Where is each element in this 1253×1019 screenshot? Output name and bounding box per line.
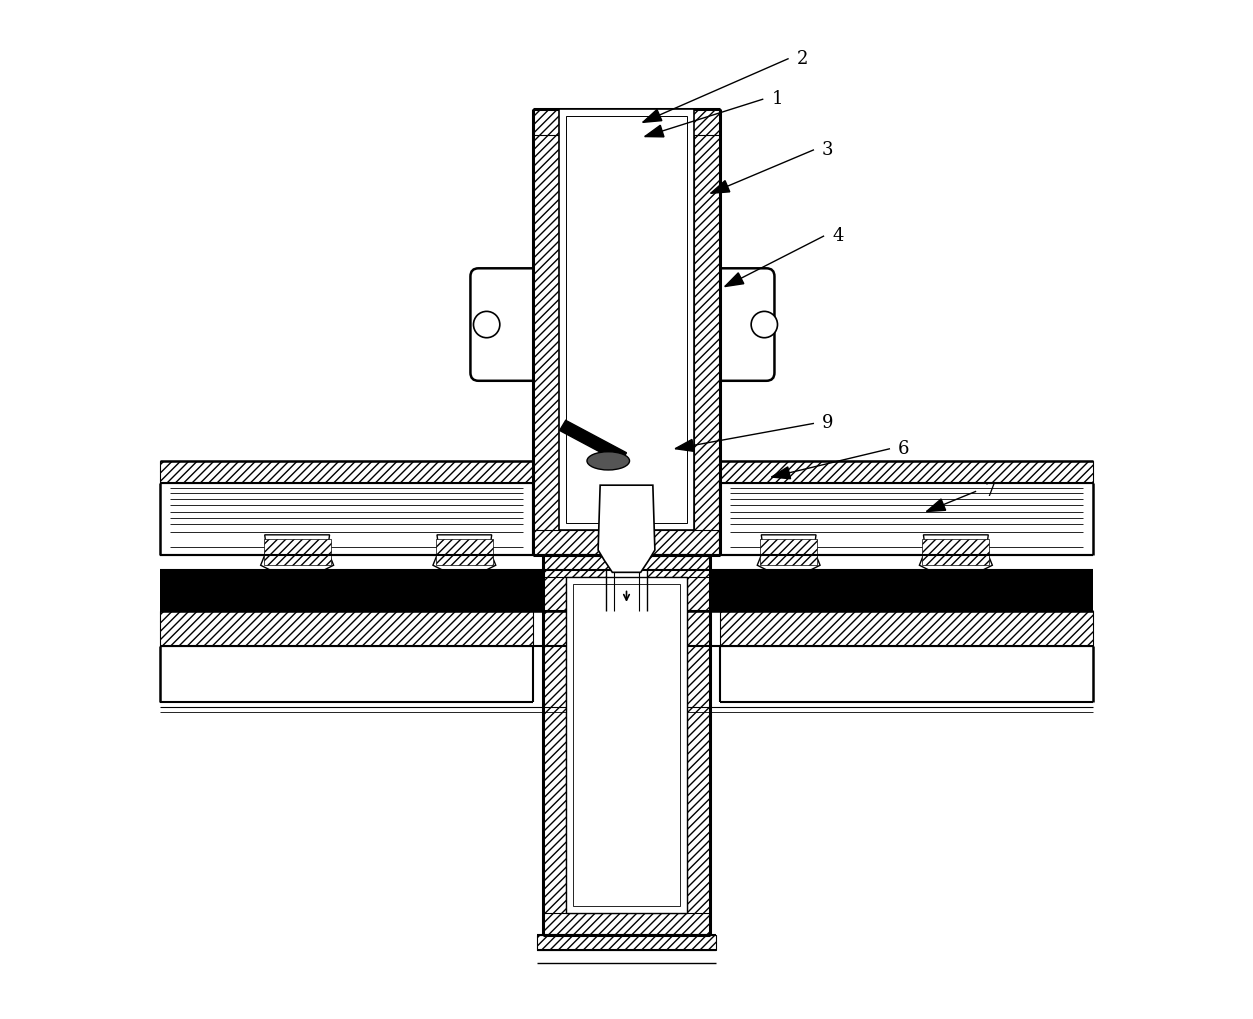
Polygon shape (434, 535, 496, 571)
FancyBboxPatch shape (470, 268, 545, 381)
Bar (719, 483, 1093, 555)
Polygon shape (643, 109, 662, 122)
Bar (559, 109, 694, 530)
Text: 2: 2 (797, 50, 808, 67)
Bar (565, 116, 688, 523)
Bar (538, 935, 715, 951)
Circle shape (751, 312, 778, 337)
Text: 9: 9 (822, 415, 833, 432)
FancyBboxPatch shape (699, 268, 774, 381)
Bar (719, 646, 1093, 702)
Bar (544, 555, 709, 935)
Text: 6: 6 (898, 439, 910, 458)
Polygon shape (710, 180, 729, 194)
Bar (534, 109, 719, 135)
Bar (160, 483, 534, 555)
Polygon shape (920, 535, 992, 571)
Ellipse shape (586, 451, 629, 470)
Bar (160, 571, 1093, 610)
Polygon shape (645, 125, 664, 137)
Bar (544, 555, 565, 935)
Bar (534, 109, 559, 555)
Text: 1: 1 (772, 90, 783, 108)
Bar (761, 539, 817, 566)
Bar (160, 646, 534, 702)
Polygon shape (675, 439, 694, 451)
Circle shape (474, 312, 500, 337)
Bar (606, 571, 647, 610)
Bar (719, 610, 1093, 646)
Polygon shape (598, 485, 655, 573)
Bar (565, 578, 688, 913)
Polygon shape (757, 535, 819, 571)
Bar (160, 461, 534, 483)
Polygon shape (560, 420, 626, 463)
Bar (922, 539, 990, 566)
Polygon shape (261, 535, 333, 571)
Bar (534, 530, 719, 555)
Text: 7: 7 (985, 482, 996, 500)
Polygon shape (772, 467, 791, 479)
Bar (694, 109, 719, 555)
Bar (544, 555, 709, 578)
Bar (573, 585, 680, 906)
Polygon shape (926, 499, 946, 512)
Text: 3: 3 (822, 141, 833, 159)
Bar (160, 610, 534, 646)
Polygon shape (724, 273, 744, 286)
Text: 4: 4 (832, 227, 843, 245)
Bar (263, 539, 331, 566)
Bar (688, 555, 709, 935)
Bar (719, 461, 1093, 483)
Bar (436, 539, 492, 566)
Bar (534, 109, 719, 555)
Bar (544, 913, 709, 935)
